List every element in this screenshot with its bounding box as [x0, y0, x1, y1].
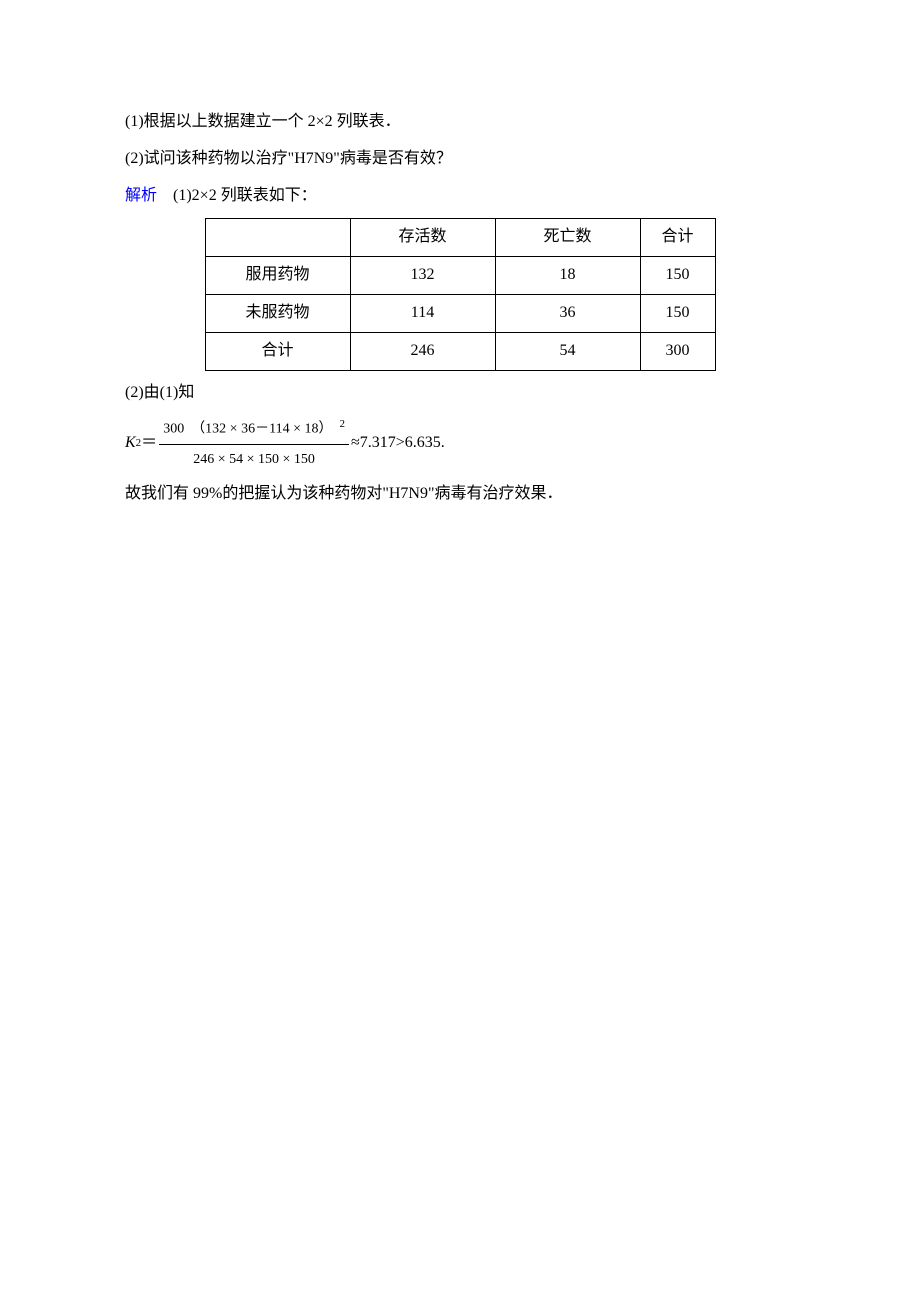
- table-row: 未服药物 114 36 150: [205, 294, 715, 332]
- part2-intro: (2)由(1)知: [125, 379, 795, 408]
- table-cell: 132: [350, 257, 495, 295]
- formula-fraction: 300 （132 × 36－114 × 18） 2 246 × 54 × 150…: [159, 415, 349, 472]
- table-cell: 18: [495, 257, 640, 295]
- table-cell: 合计: [205, 332, 350, 370]
- table-cell: 114: [350, 294, 495, 332]
- table-cell: 150: [640, 257, 715, 295]
- analysis-part1-text: (1)2×2 列联表如下：: [157, 187, 317, 204]
- table-cell: 未服药物: [205, 294, 350, 332]
- table-row: 服用药物 132 18 150: [205, 257, 715, 295]
- formula-lhs-var: K: [125, 429, 136, 458]
- formula-approx: ≈7.317>6.635.: [351, 429, 445, 458]
- table-cell: 300: [640, 332, 715, 370]
- table-cell: 服用药物: [205, 257, 350, 295]
- analysis-label: 解析: [125, 187, 157, 204]
- formula-numerator: 300 （132 × 36－114 × 18） 2: [159, 415, 349, 445]
- question-2: (2)试问该种药物以治疗"H7N9"病毒是否有效？: [125, 145, 795, 174]
- table-header-cell: 合计: [640, 219, 715, 257]
- formula-equals: ＝: [141, 429, 157, 458]
- contingency-table-container: 存活数 死亡数 合计 服用药物 132 18 150 未服药物 114 36 1…: [125, 218, 795, 370]
- table-header-row: 存活数 死亡数 合计: [205, 219, 715, 257]
- conclusion: 故我们有 99%的把握认为该种药物对"H7N9"病毒有治疗效果．: [125, 480, 795, 509]
- table-row: 合计 246 54 300: [205, 332, 715, 370]
- table-cell: 150: [640, 294, 715, 332]
- formula-numerator-text: 300 （132 × 36－114 × 18）: [163, 422, 325, 437]
- formula-numerator-sup: 2: [339, 418, 345, 430]
- analysis-line: 解析 (1)2×2 列联表如下：: [125, 182, 795, 211]
- contingency-table: 存活数 死亡数 合计 服用药物 132 18 150 未服药物 114 36 1…: [205, 218, 716, 370]
- table-header-cell: 死亡数: [495, 219, 640, 257]
- formula: K 2 ＝ 300 （132 × 36－114 × 18） 2 246 × 54 ×…: [125, 415, 795, 472]
- table-cell: 36: [495, 294, 640, 332]
- table-cell: 246: [350, 332, 495, 370]
- question-1: (1)根据以上数据建立一个 2×2 列联表．: [125, 108, 795, 137]
- table-cell: 54: [495, 332, 640, 370]
- table-header-cell: 存活数: [350, 219, 495, 257]
- formula-denominator: 246 × 54 × 150 × 150: [189, 445, 319, 472]
- table-header-cell: [205, 219, 350, 257]
